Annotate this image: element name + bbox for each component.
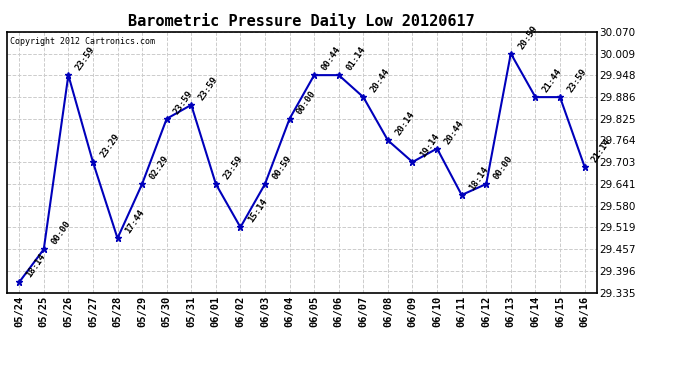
Text: 23:59: 23:59: [197, 75, 219, 102]
Text: 23:29: 23:29: [99, 132, 121, 159]
Text: 23:59: 23:59: [74, 45, 97, 72]
Text: 00:00: 00:00: [492, 154, 515, 181]
Text: 23:59: 23:59: [221, 154, 244, 181]
Text: 20:44: 20:44: [369, 67, 392, 94]
Text: 02:29: 02:29: [148, 154, 170, 181]
Text: 20:59: 20:59: [516, 24, 539, 51]
Text: 23:59: 23:59: [566, 67, 589, 94]
Text: 20:44: 20:44: [442, 118, 466, 146]
Text: 20:14: 20:14: [393, 110, 416, 138]
Text: 15:14: 15:14: [246, 197, 269, 225]
Text: 21:44: 21:44: [541, 67, 564, 94]
Text: 01:14: 01:14: [344, 45, 367, 72]
Text: 00:44: 00:44: [319, 45, 342, 72]
Title: Barometric Pressure Daily Low 20120617: Barometric Pressure Daily Low 20120617: [128, 13, 475, 29]
Text: Copyright 2012 Cartronics.com: Copyright 2012 Cartronics.com: [10, 37, 155, 46]
Text: 00:59: 00:59: [270, 154, 293, 181]
Text: 00:00: 00:00: [49, 219, 72, 246]
Text: 18:14: 18:14: [25, 252, 48, 279]
Text: 23:59: 23:59: [172, 89, 195, 116]
Text: 19:14: 19:14: [418, 132, 441, 159]
Text: 00:00: 00:00: [295, 89, 318, 116]
Text: 18:14: 18:14: [467, 165, 490, 192]
Text: 21:14: 21:14: [590, 136, 613, 164]
Text: 17:44: 17:44: [123, 208, 146, 236]
